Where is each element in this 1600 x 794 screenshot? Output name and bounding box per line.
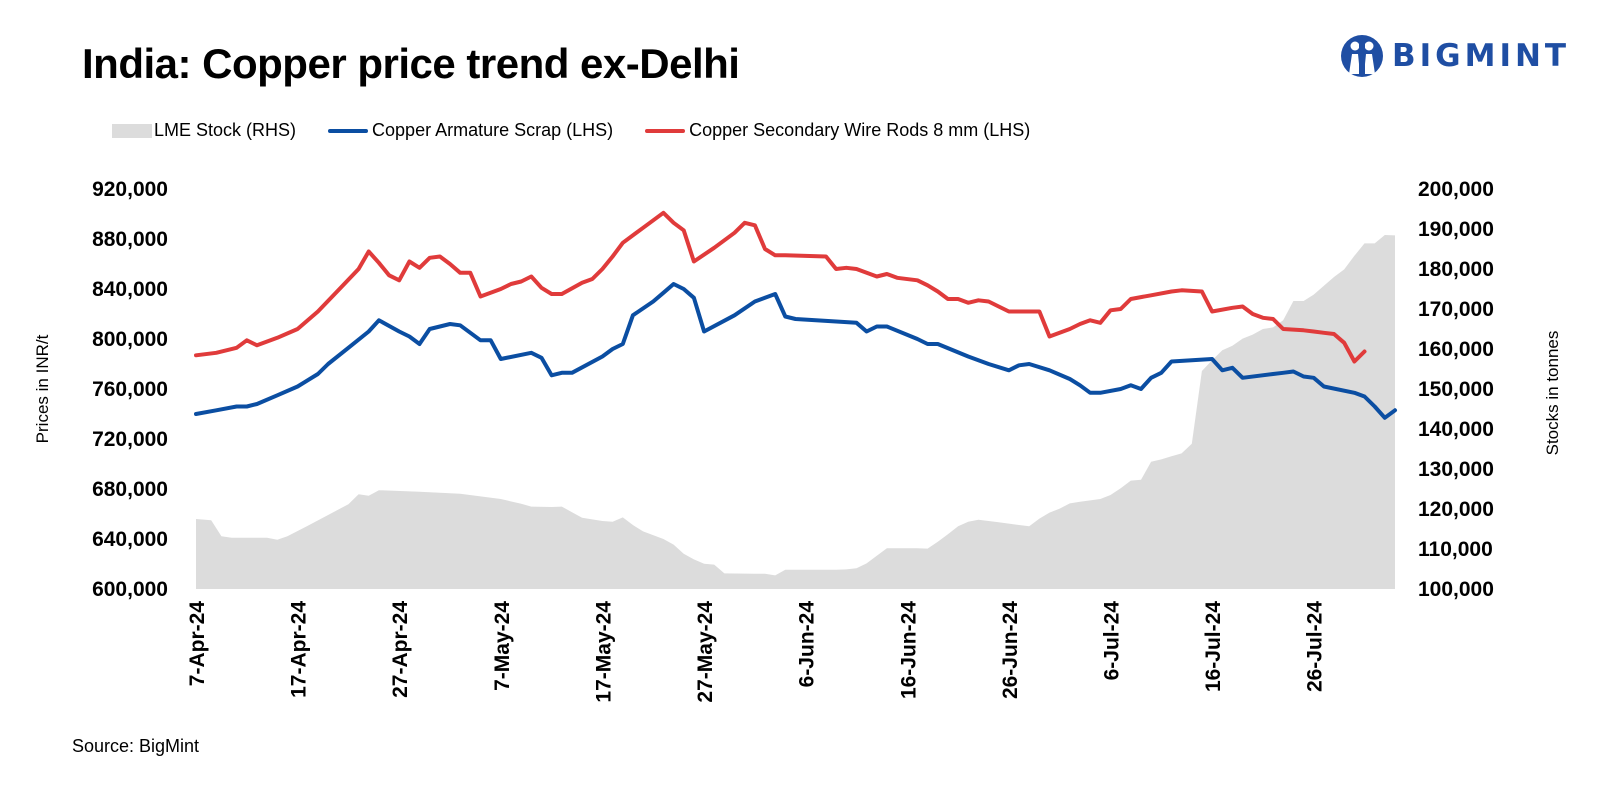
x-tick-label: 16-Jun-24 [897, 601, 920, 699]
y-tick-label-left: 760,000 [92, 378, 168, 401]
source-note: Source: BigMint [72, 736, 200, 756]
x-tick-label: 16-Jul-24 [1202, 601, 1225, 692]
wire-rods-line [194, 210, 1367, 364]
armature-scrap-line [194, 282, 1397, 420]
y-tick-label-left: 840,000 [92, 278, 168, 301]
brand-name: BIGMINT [1392, 38, 1571, 74]
y-tick-label-right: 130,000 [1418, 458, 1494, 481]
x-tick-label: 27-Apr-24 [389, 601, 412, 698]
y-tick-label-right: 110,000 [1418, 538, 1493, 561]
y-tick-label-right: 100,000 [1418, 578, 1494, 601]
legend-item-armature-scrap: Copper Armature Scrap (LHS) [328, 120, 613, 141]
y-tick-label-left: 600,000 [92, 578, 168, 601]
legend-swatch-armature-scrap [328, 128, 369, 133]
chart-legend: LME Stock (RHS) Copper Armature Scrap (L… [112, 120, 1062, 141]
legend-swatch-lme-stock [112, 123, 152, 138]
y-tick-label-left: 920,000 [92, 178, 168, 201]
y-tick-label-right: 140,000 [1418, 418, 1494, 441]
x-tick-label: 27-May-24 [694, 601, 717, 703]
y-tick-label-left: 640,000 [92, 528, 168, 551]
y-tick-label-right: 170,000 [1418, 298, 1494, 321]
chart-title: India: Copper price trend ex-Delhi [82, 40, 740, 87]
legend-label-wire-rods: Copper Secondary Wire Rods 8 mm (LHS) [689, 120, 1031, 140]
x-tick-label: 7-Apr-24 [186, 601, 209, 687]
brand-logo: BIGMINT [1340, 30, 1570, 82]
x-tick-label: 17-Apr-24 [288, 601, 311, 698]
y-axis-title-right: Stocks in tonnes [1543, 331, 1562, 456]
y-tick-label-right: 120,000 [1418, 498, 1494, 521]
y-tick-label-left: 720,000 [92, 428, 168, 451]
y-tick-label-left: 680,000 [92, 478, 168, 501]
lme-stock-area [196, 189, 1395, 589]
x-tick-label: 26-Jun-24 [999, 601, 1022, 699]
x-tick-label: 7-May-24 [491, 601, 514, 691]
legend-label-lme-stock: LME Stock (RHS) [154, 120, 297, 140]
y-tick-label-right: 200,000 [1418, 178, 1494, 201]
legend-label-armature-scrap: Copper Armature Scrap (LHS) [372, 120, 614, 140]
x-tick-label: 17-May-24 [592, 601, 615, 703]
y-tick-label-right: 160,000 [1418, 338, 1494, 361]
legend-swatch-wire-rods [645, 128, 686, 133]
y-tick-label-left: 800,000 [92, 328, 168, 351]
x-tick-label: 6-Jun-24 [796, 601, 819, 688]
y-tick-label-left: 880,000 [92, 228, 168, 251]
y-tick-label-right: 150,000 [1418, 378, 1494, 401]
x-tick-label: 6-Jul-24 [1100, 601, 1123, 681]
legend-item-wire-rods: Copper Secondary Wire Rods 8 mm (LHS) [645, 120, 1030, 141]
x-tick-label: 26-Jul-24 [1304, 601, 1327, 692]
y-axis-title-left: Prices in INR/t [33, 334, 52, 443]
y-tick-label-right: 180,000 [1418, 258, 1494, 281]
legend-item-lme-stock: LME Stock (RHS) [112, 120, 296, 141]
bigmint-logo-icon [1341, 35, 1383, 77]
y-tick-label-right: 190,000 [1418, 218, 1494, 241]
